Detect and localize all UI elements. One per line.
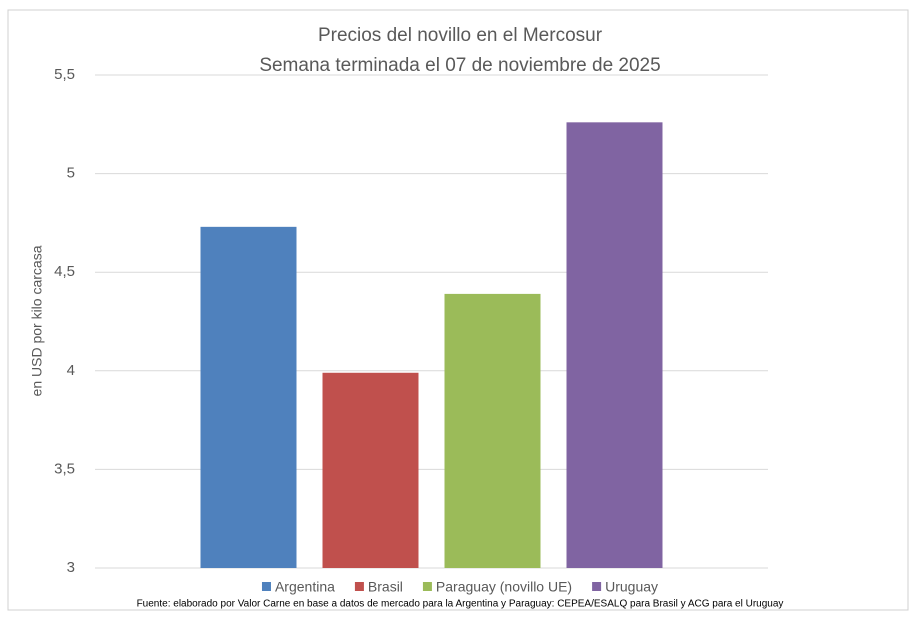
source-note: Fuente: elaborado por Valor Carne en bas… <box>137 599 784 610</box>
bar <box>444 293 541 568</box>
y-tick-label: 3 <box>67 559 75 576</box>
y-tick-label: 3,5 <box>54 460 75 477</box>
legend-swatch <box>422 582 432 591</box>
legend-label: Uruguay <box>605 579 658 595</box>
bar <box>200 226 297 568</box>
bar <box>566 122 663 568</box>
chart-title: Precios del novillo en el Mercosur <box>318 25 603 46</box>
legend-swatch <box>354 582 364 591</box>
legend-label: Paraguay (novillo UE) <box>436 579 572 595</box>
legend-label: Argentina <box>275 579 335 595</box>
y-tick-label: 4 <box>67 362 75 379</box>
y-tick-label: 5,5 <box>54 66 75 83</box>
legend-swatch <box>261 582 271 591</box>
y-tick-label: 5 <box>67 165 75 182</box>
legend-swatch <box>592 582 602 591</box>
y-tick-label: 4,5 <box>54 263 75 280</box>
y-axis-label: en USD por kilo carcasa <box>29 245 45 396</box>
legend-label: Brasil <box>368 579 403 595</box>
bar <box>322 372 419 568</box>
chart-subtitle: Semana terminada el 07 de noviembre de 2… <box>259 55 660 76</box>
